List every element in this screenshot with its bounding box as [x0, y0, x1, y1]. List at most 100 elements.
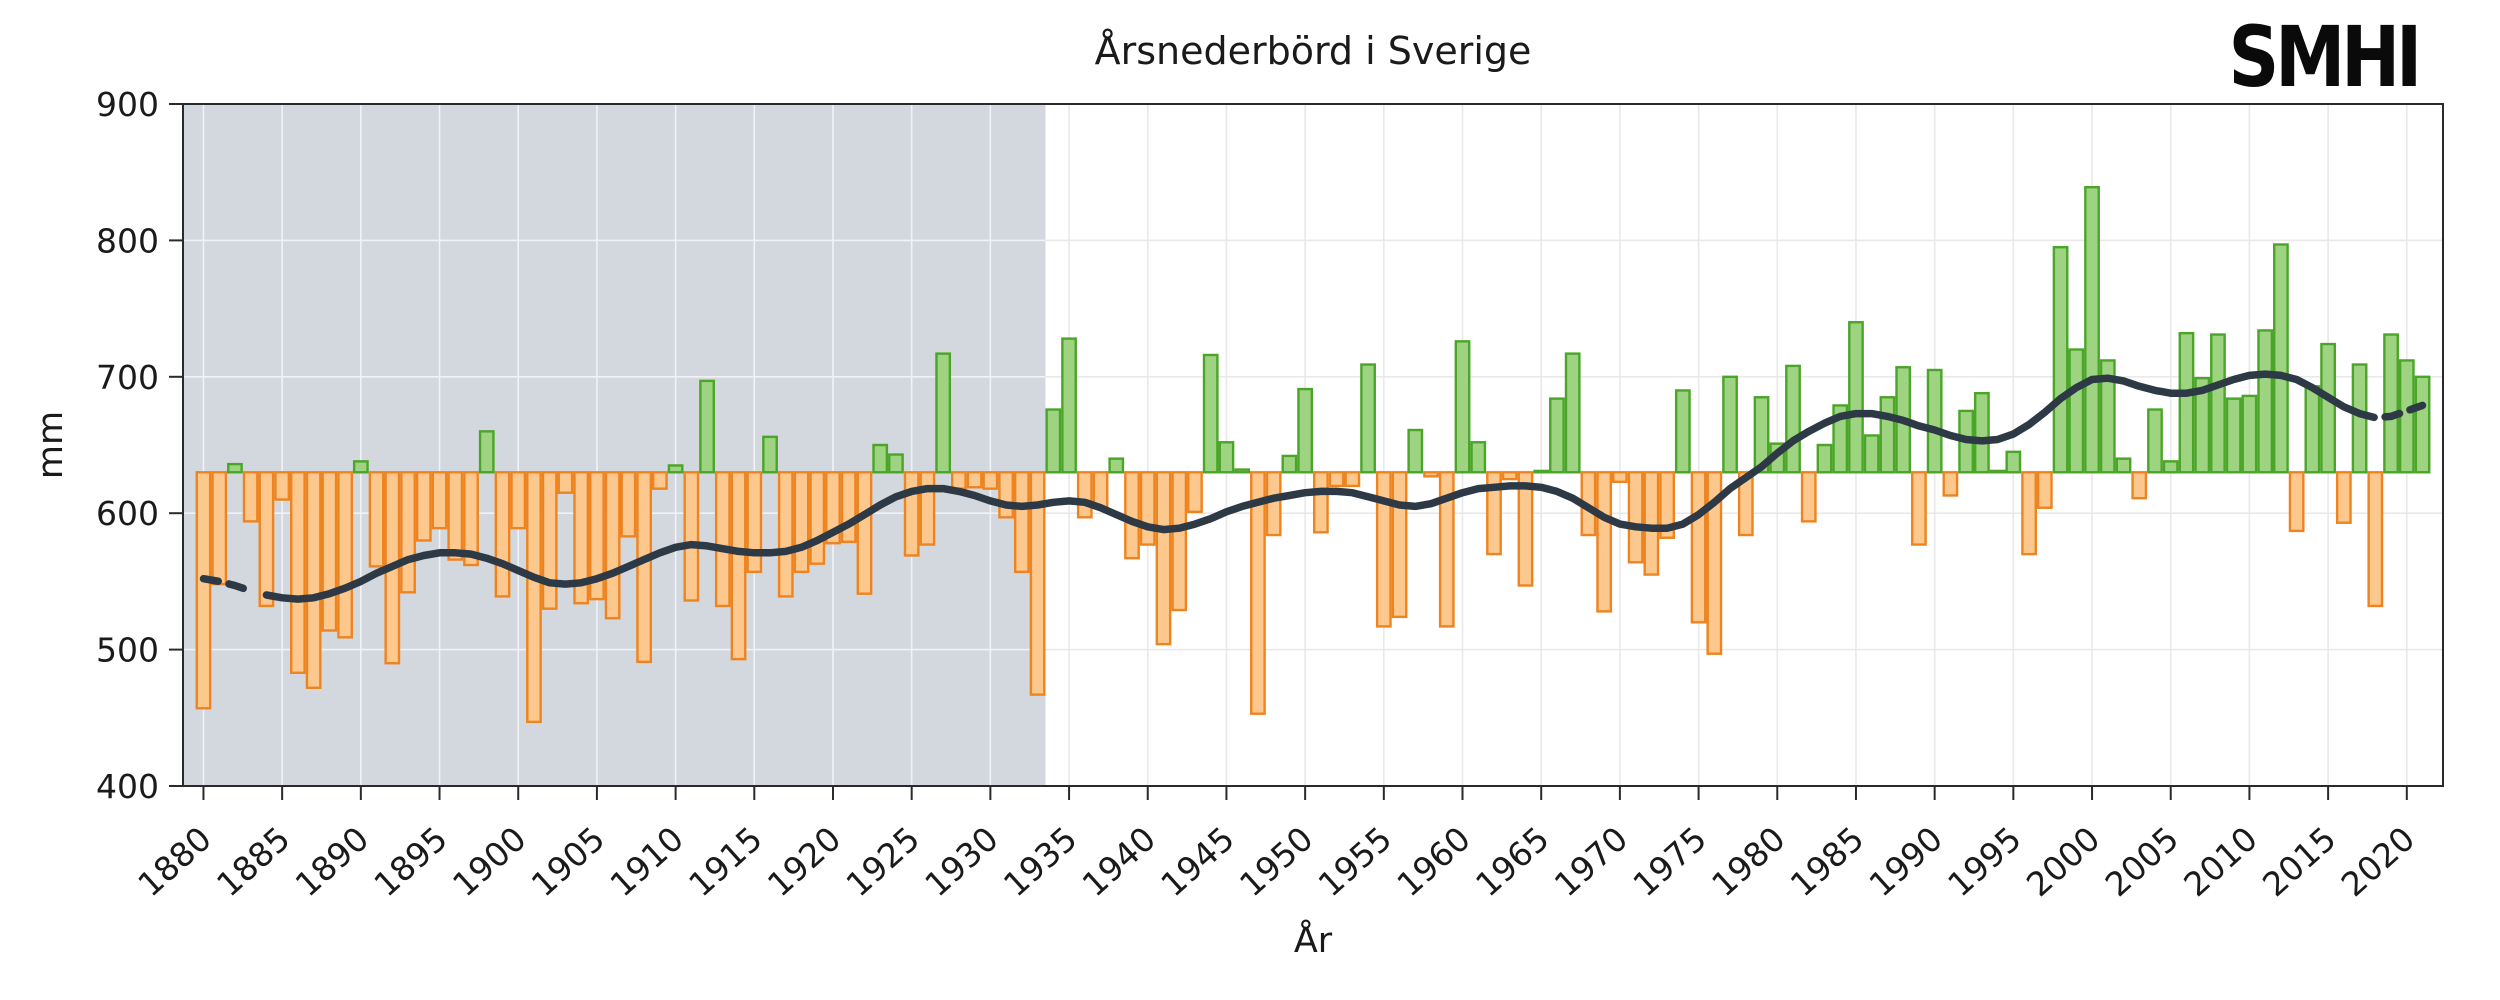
bar-1921: [840, 471, 857, 544]
bar-1991: [1942, 471, 1959, 497]
x-tick-label: 1900: [445, 819, 534, 904]
bar-2016: [2335, 471, 2352, 524]
bar-1965: [1533, 469, 1550, 474]
bar-1925: [903, 471, 920, 557]
bar-1958: [1423, 471, 1439, 478]
bar-1880: [195, 471, 212, 710]
bar-1906: [604, 471, 621, 620]
bar-1896: [447, 471, 464, 561]
y-tick-label: 900: [96, 85, 159, 124]
bar-1898: [478, 430, 495, 474]
bar-2013: [2288, 471, 2305, 533]
bar-1893: [400, 471, 416, 594]
bar-2005: [2162, 460, 2179, 474]
bar-1960: [1454, 340, 1471, 474]
bar-1883: [242, 471, 259, 523]
chart-title: Årsnederbörd i Sverige: [1095, 29, 1532, 73]
bar-1950: [1297, 387, 1314, 474]
svg-text:SMHI: SMHI: [2228, 9, 2418, 106]
bar-2014: [2304, 385, 2321, 474]
bar-1953: [1344, 471, 1361, 488]
bar-1910: [667, 464, 684, 474]
bar-1994: [1989, 469, 2006, 474]
bar-1924: [888, 453, 904, 474]
bar-1926: [919, 471, 936, 546]
x-tick-label: 1895: [366, 819, 455, 904]
x-tick-label: 1940: [1075, 819, 1164, 904]
x-tick-label: 1970: [1547, 819, 1636, 904]
bar-1945: [1218, 441, 1235, 474]
pre-1933-shading: [183, 104, 1046, 786]
bar-1900: [510, 471, 527, 530]
x-tick-label: 1995: [1940, 819, 2029, 904]
bar-1904: [573, 471, 590, 605]
smhi-logo: SMHI: [2228, 9, 2422, 106]
bar-1889: [337, 471, 353, 639]
bar-1979: [1753, 396, 1770, 474]
y-tick-label: 500: [96, 631, 159, 670]
bar-1993: [1973, 391, 1990, 474]
x-tick-label: 2015: [2255, 819, 2344, 904]
bar-1957: [1407, 428, 1424, 474]
bar-1885: [274, 471, 291, 501]
x-tick-label: 2000: [2019, 819, 2108, 904]
y-axis-label: mm: [31, 411, 71, 479]
bar-1975: [1690, 471, 1707, 624]
x-tick-label: 1910: [602, 819, 691, 904]
trend-line-dashed-start: [199, 574, 255, 595]
bar-1987: [1879, 396, 1896, 474]
bar-1970: [1612, 471, 1628, 484]
bar-1932: [1013, 471, 1030, 574]
bar-1901: [526, 471, 542, 724]
bar-1996: [2021, 471, 2037, 556]
bar-2012: [2273, 243, 2289, 474]
y-tick-label: 600: [96, 494, 159, 533]
bar-1982: [1800, 471, 1817, 523]
x-tick-label: 1955: [1311, 819, 1400, 904]
x-tick-label: 1950: [1232, 819, 1321, 904]
bar-1909: [651, 471, 668, 490]
x-tick-label: 1880: [130, 819, 219, 904]
x-axis-label: År: [1294, 918, 1333, 961]
x-tick-label: 1980: [1704, 819, 1793, 904]
bar-1919: [809, 471, 826, 565]
bar-1976: [1706, 471, 1723, 655]
bar-1891: [368, 471, 385, 568]
x-tick-label: 2020: [2334, 819, 2423, 904]
bar-1929: [966, 471, 983, 489]
x-tick-label: 1985: [1783, 819, 1872, 904]
bar-1948: [1265, 471, 1282, 537]
bar-2004: [2147, 408, 2163, 474]
x-tick-label: 1965: [1468, 819, 1557, 904]
bar-2019: [2383, 333, 2399, 474]
bar-1897: [463, 471, 479, 567]
bar-1981: [1785, 364, 1801, 474]
bar-1983: [1816, 443, 1833, 474]
bar-1942: [1171, 471, 1188, 612]
bar-1954: [1360, 363, 1376, 474]
bar-2007: [2194, 376, 2211, 474]
bar-1974: [1674, 389, 1691, 474]
bar-1947: [1250, 471, 1266, 715]
bar-1990: [1926, 368, 1943, 474]
bar-1908: [636, 471, 653, 664]
bar-1903: [557, 471, 574, 494]
bar-1943: [1187, 471, 1203, 514]
bar-1912: [699, 379, 715, 474]
bar-2018: [2367, 471, 2384, 608]
bar-1920: [825, 471, 841, 545]
bar-1952: [1328, 471, 1345, 488]
bar-1887: [305, 471, 322, 689]
bar-1894: [415, 471, 432, 542]
bar-2015: [2320, 342, 2337, 474]
bar-1946: [1234, 468, 1251, 474]
bar-1933: [1029, 471, 1046, 696]
x-tick-label: 1920: [760, 819, 849, 904]
bar-1985: [1848, 321, 1864, 474]
bar-1971: [1627, 471, 1644, 564]
bar-1927: [935, 352, 952, 474]
bar-2008: [2210, 333, 2226, 474]
bar-1882: [227, 462, 243, 474]
